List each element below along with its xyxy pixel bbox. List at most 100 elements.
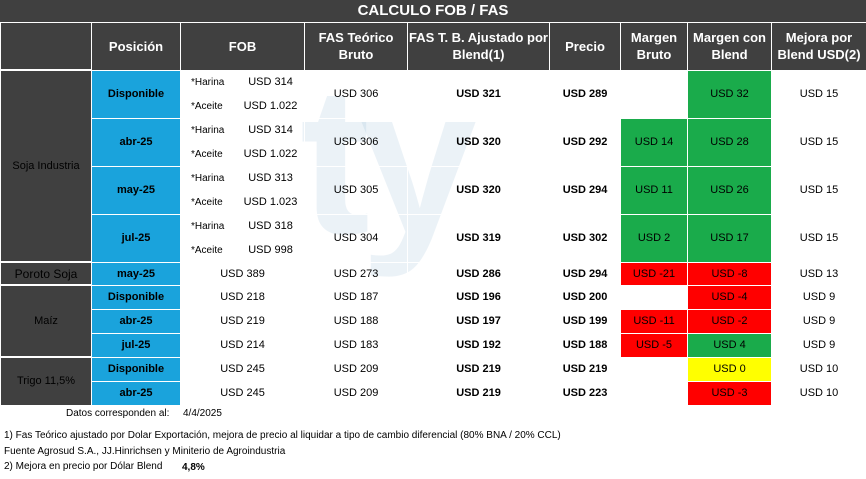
group-trigo: Trigo 11,5% (0, 356, 92, 406)
position-cell: abr-25 (91, 308, 181, 334)
date-label: Datos corresponden al: (66, 408, 170, 419)
table-row: *Aceite USD 1.023 (1, 189, 866, 215)
fas-ajustado-cell: USD 320 (407, 165, 551, 215)
table-row: may-25 *Harina USD 313 USD 305 USD 320 USD 29… (1, 165, 866, 215)
precio-cell: USD 223 (549, 380, 622, 406)
fas-teorico-cell: USD 188 (304, 308, 409, 334)
fas-ajustado-cell: USD 286 (407, 261, 551, 286)
fob-value-harina: USD 313 (235, 165, 306, 191)
position-cell: may-25 (91, 165, 181, 215)
fas-ajustado-cell: USD 192 (407, 332, 551, 358)
margen-blend-cell: USD 0 (687, 356, 773, 382)
margen-bruto-cell: USD 11 (620, 165, 689, 215)
margen-blend-cell: USD 32 (687, 69, 773, 119)
margen-bruto-cell (620, 356, 689, 382)
mejora-cell: USD 15 (771, 213, 866, 263)
fas-ajustado-cell: USD 321 (407, 69, 551, 119)
fob-value-aceite: USD 1.022 (235, 93, 306, 119)
table-row: Trigo 11,5% Disponible USD 245 USD 209 USD 2… (0, 356, 866, 406)
precio-cell: USD 199 (549, 308, 622, 334)
position-cell: Disponible (91, 69, 181, 119)
note-1: 1) Fas Teórico ajustado por Dolar Export… (4, 430, 561, 441)
precio-cell: USD 302 (549, 213, 622, 263)
fas-teorico-cell: USD 187 (304, 284, 409, 310)
fob-cell: USD 245 (179, 380, 306, 406)
precio-cell: USD 200 (549, 284, 622, 310)
fob-label-harina: *Harina (180, 69, 237, 95)
position-cell: abr-25 (91, 380, 181, 406)
fob-value-harina: USD 314 (235, 117, 306, 143)
margen-bruto-cell (620, 284, 689, 310)
precio-cell: USD 294 (549, 165, 622, 215)
fob-label-aceite: *Aceite (180, 237, 237, 263)
fob-cell: USD 218 (179, 284, 306, 310)
margen-blend-cell: USD -3 (687, 380, 773, 406)
fob-cell: USD 214 (179, 332, 306, 358)
page-title: CALCULO FOB / FAS (0, 0, 866, 23)
table-row: jul-25 USD 214 USD 183 USD 192 USD 188 USD -5… (1, 332, 866, 358)
fob-label-harina: *Harina (180, 117, 237, 143)
position-cell: may-25 (91, 261, 181, 286)
fas-teorico-cell: USD 305 (304, 165, 409, 215)
mejora-cell: USD 10 (771, 380, 866, 406)
precio-cell: USD 188 (549, 332, 622, 358)
header-mejora: Mejora por Blend USD(2) (771, 22, 866, 71)
mejora-cell: USD 9 (771, 332, 866, 358)
table-row: abr-25 USD 245 USD 209 USD 219 USD 223 USD -3… (1, 380, 866, 406)
fob-value-aceite: USD 1.023 (235, 189, 306, 215)
margen-blend-cell: USD -2 (687, 308, 773, 334)
table-row: Maíz Disponible USD 218 USD 187 USD 196 USD 2… (0, 284, 866, 358)
margen-bruto-cell: USD 2 (620, 213, 689, 263)
date-value: 4/4/2025 (183, 408, 222, 419)
fas-ajustado-cell: USD 196 (407, 284, 551, 310)
table-row: Poroto Soja may-25 USD 389 USD 273 USD 286 US… (0, 261, 866, 286)
fob-label-harina: *Harina (180, 165, 237, 191)
precio-cell: USD 219 (549, 356, 622, 382)
fob-fas-table: Posición FOB FAS Teórico Bruto FAS T. B.… (0, 22, 866, 406)
mejora-cell: USD 10 (771, 356, 866, 382)
fas-teorico-cell: USD 209 (304, 380, 409, 406)
group-maiz: Maíz (0, 284, 92, 358)
mejora-cell: USD 9 (771, 284, 866, 310)
margen-bruto-cell: USD -21 (620, 261, 689, 286)
table-row: abr-25 *Harina USD 314 USD 306 USD 320 USD 29… (1, 117, 866, 167)
mejora-cell: USD 15 (771, 165, 866, 215)
header-precio: Precio (549, 22, 622, 71)
fob-label-aceite: *Aceite (180, 93, 237, 119)
corner-cell (0, 22, 92, 71)
fas-teorico-cell: USD 209 (304, 356, 409, 382)
fas-teorico-cell: USD 304 (304, 213, 409, 263)
fob-label-aceite: *Aceite (180, 141, 237, 167)
fob-cell: USD 389 (179, 261, 306, 286)
fas-teorico-cell: USD 306 (304, 69, 409, 119)
fas-teorico-cell: USD 306 (304, 117, 409, 167)
group-poroto-soja: Poroto Soja (0, 261, 92, 286)
margen-bruto-cell: USD -11 (620, 308, 689, 334)
table-row: jul-25 *Harina USD 318 USD 304 USD 319 USD 30… (1, 213, 866, 263)
fas-teorico-cell: USD 183 (304, 332, 409, 358)
mejora-cell: USD 13 (771, 261, 866, 286)
margen-blend-cell: USD -8 (687, 261, 773, 286)
header-margen-blend: Margen con Blend (687, 22, 773, 71)
header-margen-bruto: Margen Bruto (620, 22, 689, 71)
fob-label-aceite: *Aceite (180, 189, 237, 215)
fob-value-harina: USD 318 (235, 213, 306, 239)
margen-bruto-cell (620, 380, 689, 406)
fas-ajustado-cell: USD 219 (407, 380, 551, 406)
fob-label-harina: *Harina (180, 213, 237, 239)
margen-blend-cell: USD -4 (687, 284, 773, 310)
fob-cell: USD 219 (179, 308, 306, 334)
mejora-cell: USD 9 (771, 308, 866, 334)
source-note: Fuente Agrosud S.A., JJ.Hinrichsen y Min… (4, 446, 286, 457)
table-row: *Aceite USD 1.022 (1, 141, 866, 167)
margen-bruto-cell: USD -5 (620, 332, 689, 358)
mejora-cell: USD 15 (771, 69, 866, 119)
position-cell: abr-25 (91, 117, 181, 167)
precio-cell: USD 294 (549, 261, 622, 286)
fob-value-aceite: USD 998 (235, 237, 306, 263)
margen-blend-cell: USD 26 (687, 165, 773, 215)
header-fob: FOB (179, 22, 306, 71)
fas-ajustado-cell: USD 219 (407, 356, 551, 382)
fas-teorico-cell: USD 273 (304, 261, 409, 286)
note-2: 2) Mejora en precio por Dólar Blend (4, 461, 163, 472)
